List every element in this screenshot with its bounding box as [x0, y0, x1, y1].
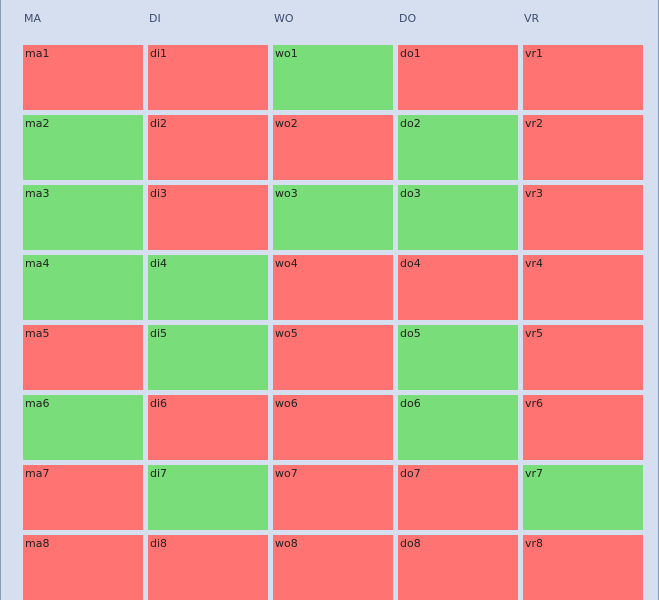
- schedule-cell[interactable]: vr3: [523, 185, 643, 250]
- schedule-cell[interactable]: wo3: [273, 185, 393, 250]
- schedule-cell[interactable]: wo1: [273, 45, 393, 110]
- schedule-cell[interactable]: vr1: [523, 45, 643, 110]
- schedule-cell[interactable]: vr4: [523, 255, 643, 320]
- schedule-cell[interactable]: ma4: [23, 255, 143, 320]
- schedule-cell[interactable]: wo6: [273, 395, 393, 460]
- schedule-cell[interactable]: do7: [398, 465, 518, 530]
- schedule-cell[interactable]: do3: [398, 185, 518, 250]
- schedule-cell[interactable]: vr6: [523, 395, 643, 460]
- schedule-cell[interactable]: di2: [148, 115, 268, 180]
- schedule-cell[interactable]: vr2: [523, 115, 643, 180]
- schedule-cell[interactable]: ma6: [23, 395, 143, 460]
- schedule-cell[interactable]: di4: [148, 255, 268, 320]
- schedule-cell[interactable]: di8: [148, 535, 268, 600]
- schedule-cell[interactable]: wo8: [273, 535, 393, 600]
- column-header: MA: [24, 12, 42, 25]
- column-header: VR: [524, 12, 540, 25]
- schedule-cell[interactable]: ma2: [23, 115, 143, 180]
- column-header: WO: [274, 12, 294, 25]
- schedule-cell[interactable]: do1: [398, 45, 518, 110]
- schedule-cell[interactable]: di1: [148, 45, 268, 110]
- schedule-cell[interactable]: do8: [398, 535, 518, 600]
- schedule-cell[interactable]: ma7: [23, 465, 143, 530]
- schedule-cell[interactable]: vr8: [523, 535, 643, 600]
- schedule-cell[interactable]: ma3: [23, 185, 143, 250]
- schedule-cell[interactable]: do6: [398, 395, 518, 460]
- schedule-cell[interactable]: do2: [398, 115, 518, 180]
- column-header: DI: [149, 12, 161, 25]
- schedule-cell[interactable]: vr5: [523, 325, 643, 390]
- schedule-cell[interactable]: ma8: [23, 535, 143, 600]
- schedule-cell[interactable]: wo2: [273, 115, 393, 180]
- schedule-cell[interactable]: ma1: [23, 45, 143, 110]
- schedule-cell[interactable]: vr7: [523, 465, 643, 530]
- schedule-cell[interactable]: di7: [148, 465, 268, 530]
- schedule-cell[interactable]: wo7: [273, 465, 393, 530]
- schedule-cell[interactable]: do4: [398, 255, 518, 320]
- schedule-cell[interactable]: ma5: [23, 325, 143, 390]
- schedule-cell[interactable]: wo5: [273, 325, 393, 390]
- schedule-cell[interactable]: do5: [398, 325, 518, 390]
- schedule-cell[interactable]: di3: [148, 185, 268, 250]
- schedule-cell[interactable]: wo4: [273, 255, 393, 320]
- schedule-cell[interactable]: di6: [148, 395, 268, 460]
- schedule-cell[interactable]: di5: [148, 325, 268, 390]
- column-header: DO: [399, 12, 417, 25]
